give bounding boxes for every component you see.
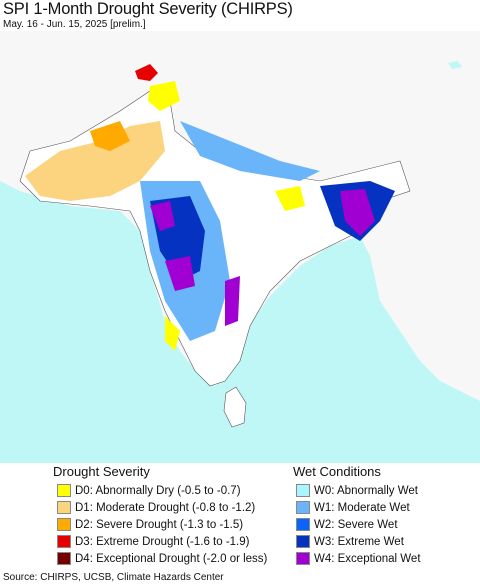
dry-region-central (275, 186, 305, 211)
wet-region-himalaya (180, 121, 320, 181)
drought-legend-swatch (57, 535, 71, 548)
source-credit: Source: CHIRPS, UCSB, Climate Hazards Ce… (3, 572, 224, 583)
legend: Drought Severity D0: Abnormally Dry (-0.… (0, 463, 480, 569)
wet-legend-item: W3: Extreme Wet (296, 534, 404, 549)
wet-legend-item: W1: Moderate Wet (296, 500, 410, 515)
extreme-dry-kashmir (135, 64, 158, 81)
dry-region-north (148, 81, 180, 111)
drought-legend-item: D2: Severe Drought (-1.3 to -1.5) (57, 517, 243, 532)
wet-legend-item: W2: Severe Wet (296, 517, 398, 532)
drought-legend-swatch (57, 501, 71, 514)
wet-legend-item: W4: Exceptional Wet (296, 551, 421, 566)
drought-legend-item: D1: Moderate Drought (-0.8 to -1.2) (57, 500, 255, 515)
drought-legend-label: D4: Exceptional Drought (-2.0 or less) (75, 552, 268, 565)
exceptional-wet-west (150, 201, 175, 231)
dry-region-afghan-border (90, 121, 130, 151)
drought-legend-item: D4: Exceptional Drought (-2.0 or less) (57, 551, 267, 566)
wet-legend-swatch (296, 501, 310, 514)
wet-legend-label: W0: Abnormally Wet (314, 484, 418, 497)
ocean (0, 181, 480, 463)
wet-legend-item: W0: Abnormally Wet (296, 483, 418, 498)
exceptional-wet-northeast (340, 189, 375, 236)
exceptional-wet-deccan (165, 256, 195, 291)
dry-region-south (165, 316, 180, 351)
drought-legend-item: D0: Abnormally Dry (-0.5 to -0.7) (57, 483, 241, 498)
drought-legend-label: D3: Extreme Drought (-1.6 to -1.9) (75, 535, 250, 548)
drought-legend-label: D0: Abnormally Dry (-0.5 to -0.7) (75, 484, 241, 497)
wet-legend-swatch (296, 535, 310, 548)
sri-lanka (223, 386, 247, 428)
drought-legend-label: D1: Moderate Drought (-0.8 to -1.2) (75, 501, 256, 514)
drought-legend-swatch (57, 552, 71, 565)
exceptional-wet-east-coast (225, 276, 240, 326)
drought-legend-label: D2: Severe Drought (-1.3 to -1.5) (75, 518, 244, 531)
wet-legend-label: W1: Moderate Wet (314, 501, 410, 514)
legend-wet-title: Wet Conditions (293, 464, 381, 479)
wet-legend-swatch (296, 552, 310, 565)
wet-legend-label: W4: Exceptional Wet (314, 552, 421, 565)
drought-legend-swatch (57, 518, 71, 531)
wet-legend-swatch (296, 518, 310, 531)
drought-map (0, 31, 480, 463)
wet-legend-label: W3: Extreme Wet (314, 535, 404, 548)
lake (448, 61, 462, 69)
drought-legend-item: D3: Extreme Drought (-1.6 to -1.9) (57, 534, 249, 549)
wet-legend-swatch (296, 484, 310, 497)
map-date-range: May. 16 - Jun. 15, 2025 [prelim.] (3, 19, 146, 30)
legend-drought-title: Drought Severity (53, 464, 150, 479)
map-title: SPI 1-Month Drought Severity (CHIRPS) (3, 0, 293, 18)
wet-legend-label: W2: Severe Wet (314, 518, 398, 531)
drought-legend-swatch (57, 484, 71, 497)
